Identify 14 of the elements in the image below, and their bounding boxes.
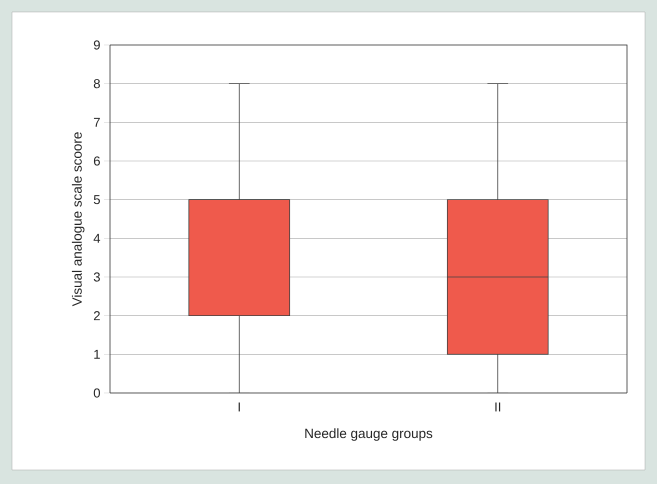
x-tick-label: II (495, 402, 500, 412)
y-tick-label: 8 (94, 79, 100, 88)
y-tick-label: 7 (94, 118, 100, 127)
y-tick-label: 5 (94, 195, 100, 204)
y-tick-label: 4 (94, 234, 100, 243)
y-tick-label: 3 (94, 272, 100, 282)
x-axis-title: Needle gauge groups (305, 428, 432, 441)
y-tick-label: 2 (94, 311, 100, 320)
y-tick-label: 9 (94, 40, 100, 50)
y-tick-label: 6 (94, 156, 100, 166)
y-axis-title: Visual analogue scale scoore (72, 132, 84, 306)
y-tick-label: 0 (94, 388, 100, 398)
x-tick-label: I (238, 402, 240, 412)
y-tick-label: 1 (94, 350, 100, 359)
